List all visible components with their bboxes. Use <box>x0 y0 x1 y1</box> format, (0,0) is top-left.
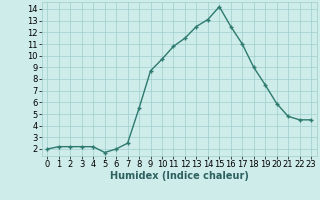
X-axis label: Humidex (Indice chaleur): Humidex (Indice chaleur) <box>110 171 249 181</box>
